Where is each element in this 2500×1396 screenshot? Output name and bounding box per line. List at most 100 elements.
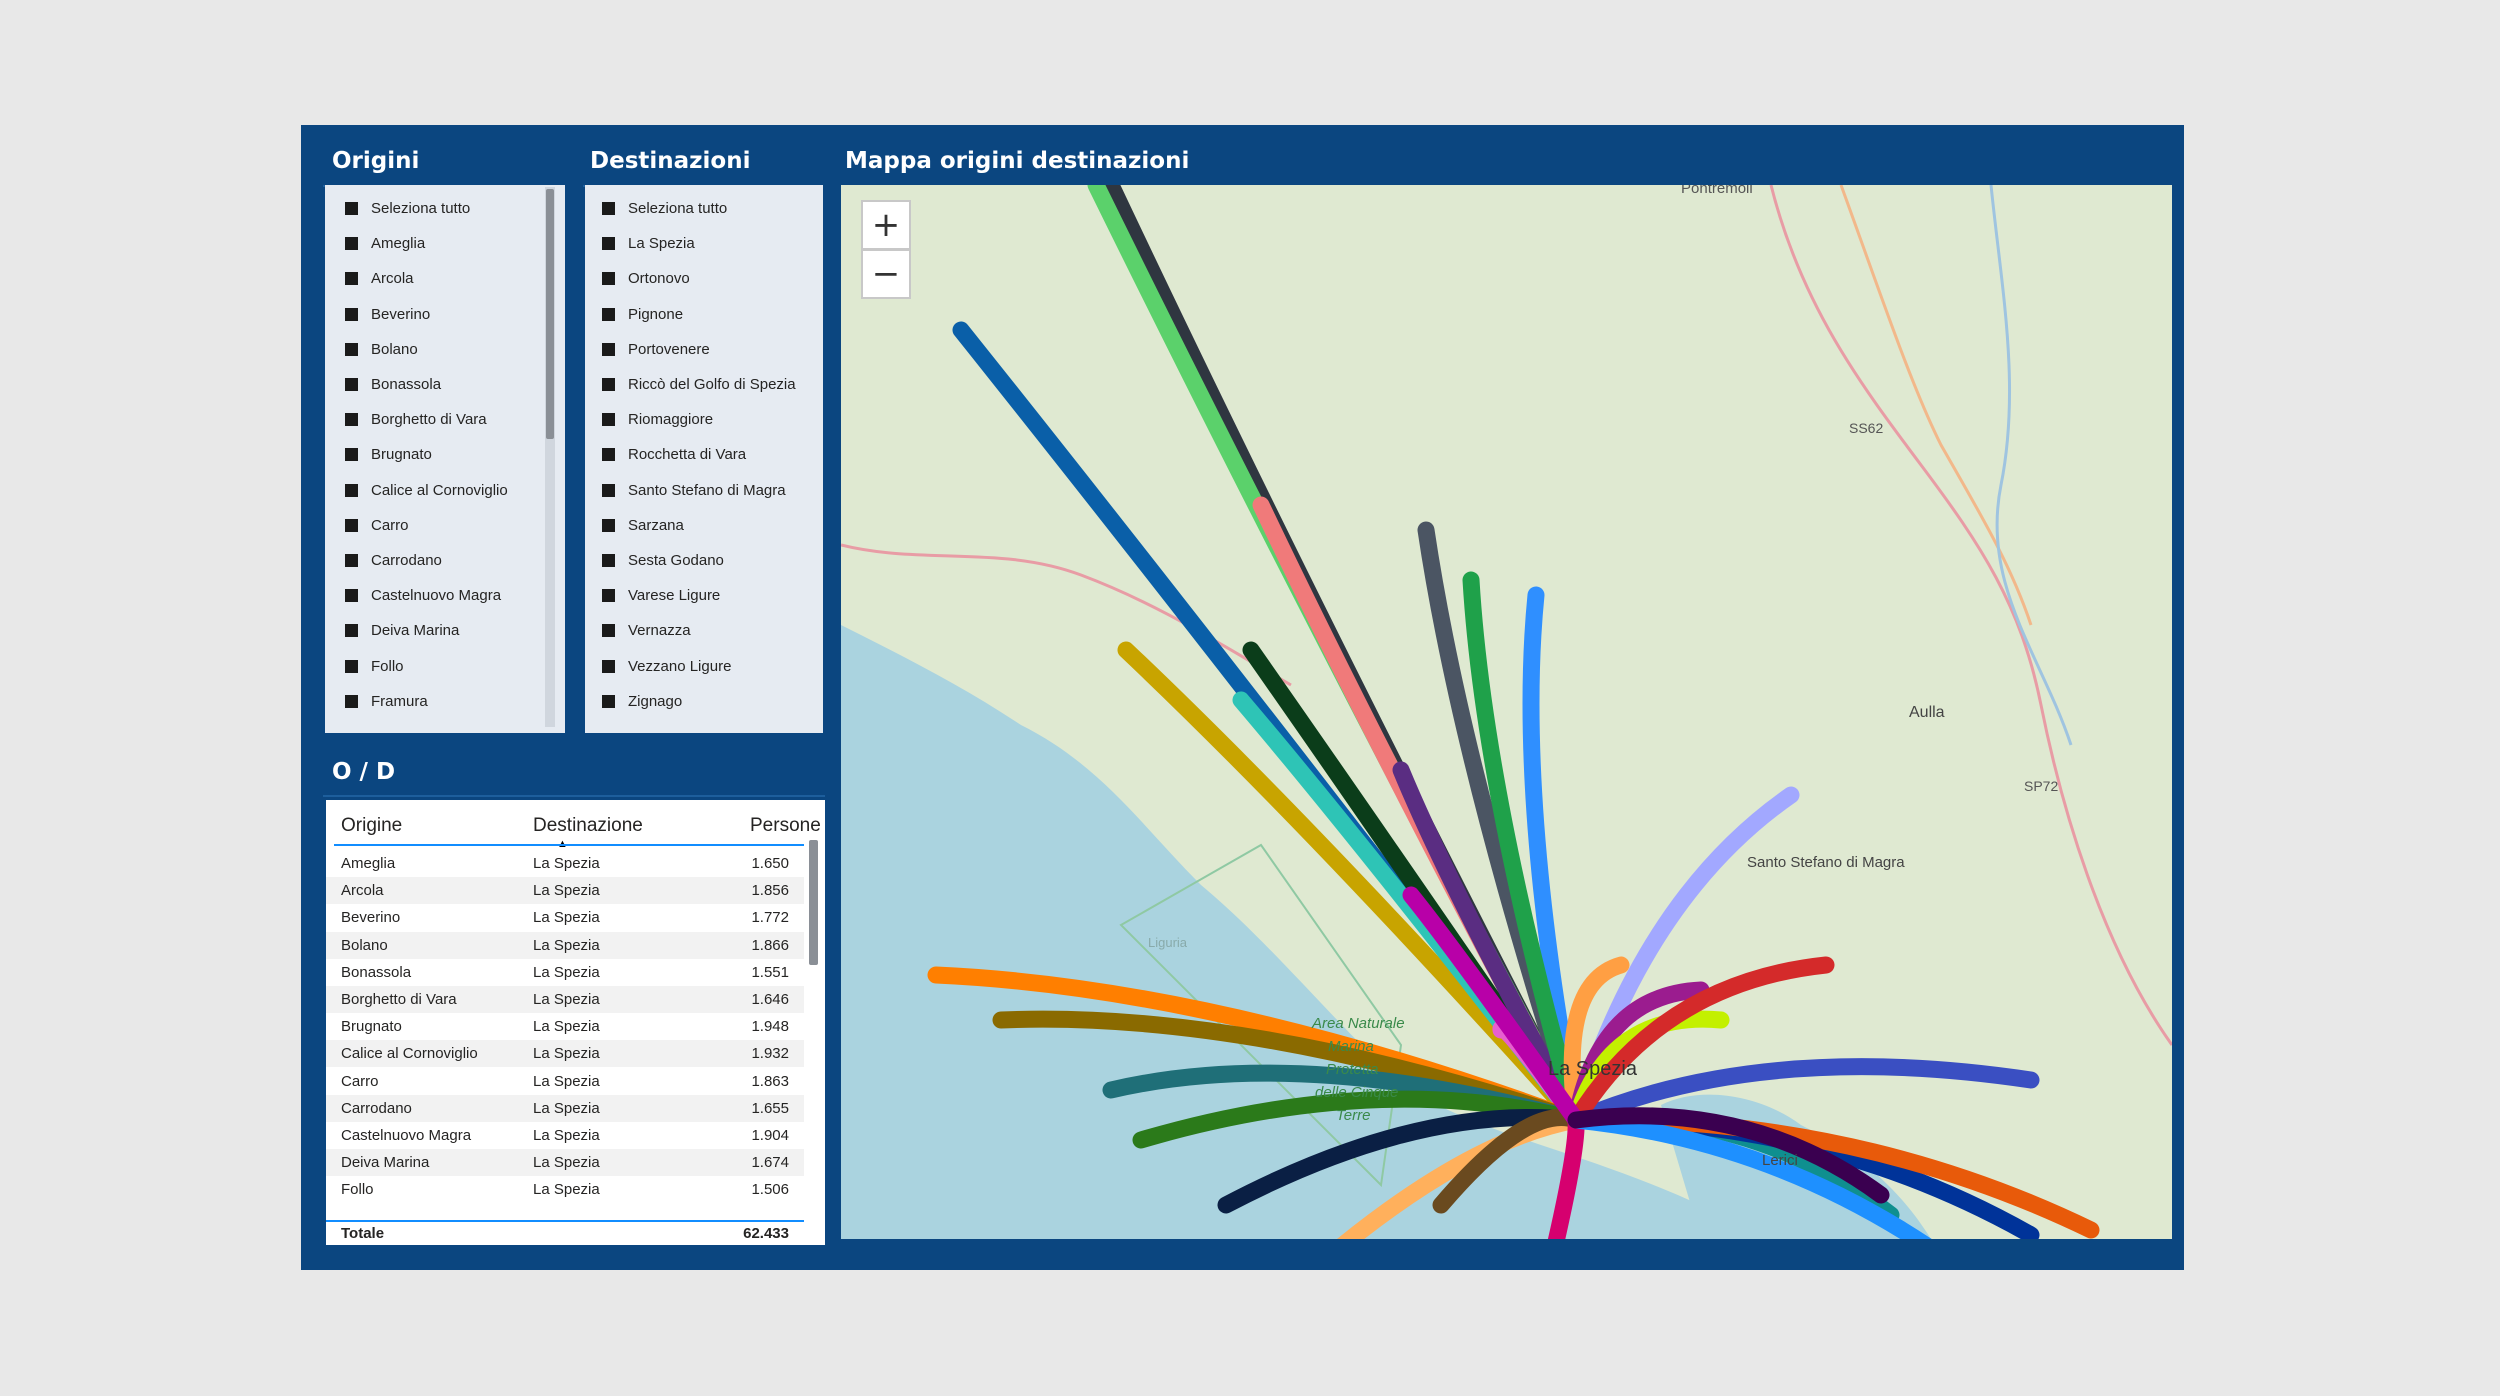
col-header-destinazione[interactable]: Destinazione [533, 815, 643, 836]
checkbox-icon[interactable] [345, 624, 358, 638]
checkbox-icon[interactable] [345, 553, 358, 567]
destinations-slicer[interactable]: Seleziona tutto La Spezia Ortonovo Pignone P… [585, 185, 823, 733]
checkbox-icon[interactable] [345, 307, 358, 321]
checkbox-icon[interactable] [345, 483, 358, 497]
flow-line[interactable] [1563, 956, 1630, 1129]
table-row[interactable]: Bonassola La Spezia 1.551 [326, 958, 804, 986]
origins-slicer-item[interactable]: Brugnato [345, 437, 565, 472]
cell-persone: 1.646 [751, 991, 789, 1008]
destinations-slicer-item[interactable]: Varese Ligure [602, 578, 823, 613]
destinations-slicer-item[interactable]: Sesta Godano [602, 543, 823, 578]
flow-line[interactable] [1402, 886, 1585, 1129]
table-row[interactable]: Arcola La Spezia 1.856 [326, 877, 804, 905]
zoom-in-button[interactable]: + [861, 200, 911, 250]
flow-line[interactable] [1392, 761, 1585, 1129]
od-flow-map[interactable]: Pontremoli SS62 Aulla SP72 Santo Stefano di … [841, 185, 2172, 1239]
destinations-slicer-item[interactable]: Riccò del Golfo di Spezia [602, 367, 823, 402]
cell-persone: 1.650 [751, 855, 789, 872]
flow-line[interactable] [1567, 1058, 2040, 1129]
origins-slicer-item[interactable]: Beverino [345, 297, 565, 332]
table-row[interactable]: Carro La Spezia 1.863 [326, 1067, 804, 1095]
zoom-out-button[interactable]: − [861, 249, 911, 299]
checkbox-icon[interactable] [345, 413, 358, 427]
cell-persone: 1.904 [751, 1127, 789, 1144]
destinations-slicer-item[interactable]: Zignago [602, 684, 823, 719]
checkbox-icon[interactable] [602, 307, 615, 321]
checkbox-icon[interactable] [602, 624, 615, 638]
origins-slicer[interactable]: Seleziona tutto Ameglia Arcola Beverino Bola… [325, 185, 565, 733]
origins-slicer-item[interactable]: Seleziona tutto [345, 191, 565, 226]
origins-scrollbar-thumb[interactable] [546, 189, 554, 439]
destinations-slicer-item[interactable]: Riomaggiore [602, 402, 823, 437]
checkbox-icon[interactable] [345, 694, 358, 708]
checkbox-icon[interactable] [345, 237, 358, 251]
col-header-persone[interactable]: Persone [750, 815, 821, 836]
checkbox-icon[interactable] [345, 589, 358, 603]
checkbox-icon[interactable] [345, 202, 358, 216]
origins-slicer-item[interactable]: Bonassola [345, 367, 565, 402]
table-row[interactable]: Calice al Cornoviglio La Spezia 1.932 [326, 1040, 804, 1068]
checkbox-icon[interactable] [602, 448, 615, 462]
checkbox-icon[interactable] [602, 237, 615, 251]
table-row[interactable]: Carrodano La Spezia 1.655 [326, 1094, 804, 1122]
origins-slicer-item[interactable]: Calice al Cornoviglio [345, 473, 565, 508]
origins-slicer-item[interactable]: Arcola [345, 261, 565, 296]
checkbox-icon[interactable] [602, 342, 615, 356]
destinations-slicer-item[interactable]: Pignone [602, 297, 823, 332]
destinations-slicer-item[interactable]: Sarzana [602, 508, 823, 543]
checkbox-icon[interactable] [602, 202, 615, 216]
origins-scrollbar[interactable] [545, 187, 555, 727]
flow-line[interactable] [1132, 1090, 1585, 1149]
origins-slicer-item[interactable]: Deiva Marina [345, 613, 565, 648]
cell-destinazione: La Spezia [533, 1045, 600, 1063]
flow-line[interactable] [1462, 571, 1585, 1129]
origins-slicer-item-label: Seleziona tutto [371, 200, 471, 218]
destinations-slicer-item[interactable]: Seleziona tutto [602, 191, 823, 226]
checkbox-icon[interactable] [602, 589, 615, 603]
origins-slicer-item[interactable]: Bolano [345, 332, 565, 367]
table-row[interactable]: Ameglia La Spezia 1.650 [326, 850, 804, 877]
destinations-slicer-item[interactable]: Ortonovo [602, 261, 823, 296]
origins-slicer-item[interactable]: Ameglia [345, 226, 565, 261]
table-scrollbar-thumb[interactable] [809, 840, 818, 965]
checkbox-icon[interactable] [345, 378, 358, 392]
checkbox-icon[interactable] [345, 659, 358, 673]
checkbox-icon[interactable] [345, 342, 358, 356]
total-value: 62.433 [743, 1225, 789, 1242]
origins-slicer-item[interactable]: Framura [345, 684, 565, 719]
origins-slicer-item[interactable]: Carro [345, 508, 565, 543]
destinations-slicer-item[interactable]: Vernazza [602, 613, 823, 648]
table-row[interactable]: Castelnuovo Magra La Spezia 1.904 [326, 1122, 804, 1149]
flow-line[interactable] [1567, 1111, 1981, 1239]
checkbox-icon[interactable] [602, 553, 615, 567]
checkbox-icon[interactable] [602, 378, 615, 392]
checkbox-icon[interactable] [345, 448, 358, 462]
table-row[interactable]: Brugnato La Spezia 1.948 [326, 1013, 804, 1041]
checkbox-icon[interactable] [602, 659, 615, 673]
checkbox-icon[interactable] [602, 272, 615, 286]
origins-slicer-item[interactable]: Castelnuovo Magra [345, 578, 565, 613]
checkbox-icon[interactable] [345, 272, 358, 286]
destinations-slicer-item[interactable]: Portovenere [602, 332, 823, 367]
checkbox-icon[interactable] [602, 518, 615, 532]
table-row[interactable]: Beverino La Spezia 1.772 [326, 904, 804, 932]
flow-line[interactable] [1541, 1111, 1585, 1239]
destinations-slicer-item[interactable]: Vezzano Ligure [602, 648, 823, 683]
checkbox-icon[interactable] [345, 518, 358, 532]
destinations-slicer-item[interactable]: Rocchetta di Vara [602, 437, 823, 472]
checkbox-icon[interactable] [602, 694, 615, 708]
destinations-slicer-item[interactable]: La Spezia [602, 226, 823, 261]
flow-line[interactable] [1567, 1107, 1890, 1204]
checkbox-icon[interactable] [602, 483, 615, 497]
destinations-slicer-item[interactable]: Santo Stefano di Magra [602, 473, 823, 508]
flow-line[interactable] [1567, 956, 1835, 1129]
table-row[interactable]: Bolano La Spezia 1.866 [326, 931, 804, 959]
origins-slicer-item[interactable]: Carrodano [345, 543, 565, 578]
table-row[interactable]: Deiva Marina La Spezia 1.674 [326, 1149, 804, 1177]
origins-slicer-item[interactable]: Borghetto di Vara [345, 402, 565, 437]
origins-slicer-item[interactable]: Follo [345, 648, 565, 683]
table-row[interactable]: Follo La Spezia 1.506 [326, 1176, 804, 1204]
checkbox-icon[interactable] [602, 413, 615, 427]
table-row[interactable]: Borghetto di Vara La Spezia 1.646 [326, 986, 804, 1013]
col-header-origine[interactable]: Origine [341, 815, 403, 836]
